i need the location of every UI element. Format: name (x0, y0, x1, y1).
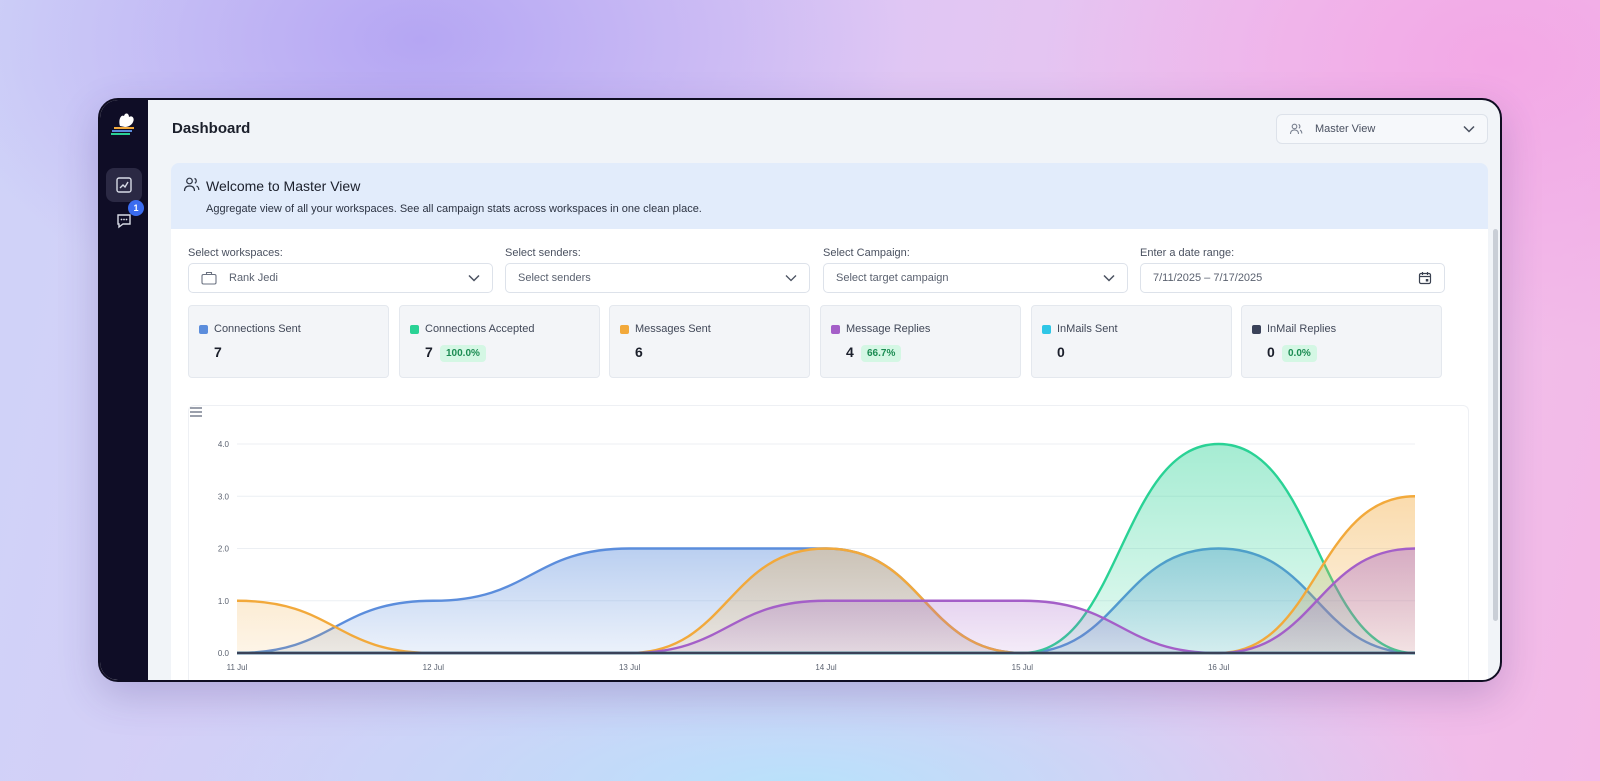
chevron-down-icon (785, 275, 797, 282)
date-range-filter: Enter a date range: 7/11/2025 – 7/17/202… (1140, 247, 1445, 293)
stat-value: 4 (846, 344, 854, 360)
welcome-description: Aggregate view of all your workspaces. S… (206, 203, 702, 215)
senders-placeholder: Select senders (518, 272, 591, 284)
sidebar: 1 (100, 100, 148, 680)
legend-swatch (410, 325, 419, 334)
workspaces-label: Select workspaces: (188, 247, 283, 259)
stat-value: 6 (635, 344, 643, 360)
notification-badge: 1 (128, 200, 144, 216)
workspaces-filter: Select workspaces: Rank Jedi (188, 247, 493, 293)
y-tick-label: 2.0 (218, 545, 230, 554)
campaign-label: Select Campaign: (823, 247, 910, 259)
y-tick-label: 3.0 (218, 492, 230, 501)
logo-icon (111, 113, 134, 135)
campaign-placeholder: Select target campaign (836, 272, 949, 284)
y-tick-label: 4.0 (218, 440, 230, 449)
date-range-value: 7/11/2025 – 7/17/2025 (1153, 272, 1263, 284)
legend-swatch (620, 325, 629, 334)
stat-value: 7 (425, 344, 433, 360)
stat-percent-badge: 0.0% (1282, 345, 1317, 362)
stat-label: Message Replies (846, 323, 931, 335)
main-content: Dashboard Master View Welcome to Master … (148, 100, 1500, 680)
users-icon (1289, 123, 1303, 135)
x-tick-label: 12 Jul (423, 663, 445, 672)
stat-label: InMails Sent (1057, 323, 1118, 335)
workspaces-select[interactable]: Rank Jedi (188, 263, 493, 293)
legend-swatch (1252, 325, 1261, 334)
senders-label: Select senders: (505, 247, 581, 259)
stat-card: Connections Accepted 7 100.0% (399, 305, 600, 378)
stat-card: InMails Sent 0 (1031, 305, 1232, 378)
stat-value: 7 (214, 344, 222, 360)
y-tick-label: 1.0 (218, 597, 230, 606)
legend-swatch (831, 325, 840, 334)
date-range-label: Enter a date range: (1140, 247, 1235, 259)
y-tick-label: 0.0 (218, 649, 230, 658)
stat-card: Message Replies 4 66.7% (820, 305, 1021, 378)
campaign-filter: Select Campaign: Select target campaign (823, 247, 1128, 293)
users-icon (183, 177, 200, 192)
view-select-label: Master View (1315, 123, 1376, 135)
legend-swatch (1042, 325, 1051, 334)
x-tick-label: 16 Jul (1208, 663, 1230, 672)
view-select[interactable]: Master View (1276, 114, 1488, 144)
workspaces-value: Rank Jedi (229, 272, 278, 284)
stat-value: 0 (1267, 344, 1275, 360)
stat-label: Messages Sent (635, 323, 711, 335)
welcome-title: Welcome to Master View (206, 178, 361, 194)
stat-card: InMail Replies 0 0.0% (1241, 305, 1442, 378)
series-area (237, 444, 1415, 653)
senders-select[interactable]: Select senders (505, 263, 810, 293)
stat-label: Connections Accepted (425, 323, 535, 335)
x-tick-label: 14 Jul (815, 663, 837, 672)
chart-card: 0.0 1.0 2.0 3.0 4.0 11 Jul 12 Jul 13 Jul 14 Jul 1… (188, 405, 1469, 680)
area-chart: 0.0 1.0 2.0 3.0 4.0 11 Jul 12 Jul 13 Jul 14 Jul 1… (218, 440, 1416, 672)
app-window: 1 Dashboard Master View Welcome to Maste… (98, 98, 1502, 682)
stats-panel: Select workspaces: Rank Jedi Select send… (171, 229, 1488, 680)
date-range-input[interactable]: 7/11/2025 – 7/17/2025 (1140, 263, 1445, 293)
chevron-down-icon (468, 274, 480, 282)
stat-card: Connections Sent 7 (188, 305, 389, 378)
scrollbar[interactable] (1493, 229, 1498, 621)
sidebar-item-messages[interactable]: 1 (106, 200, 144, 238)
briefcase-icon (201, 271, 217, 285)
stat-percent-badge: 100.0% (440, 345, 486, 362)
chat-icon (117, 214, 131, 229)
stat-label: Connections Sent (214, 323, 301, 335)
chevron-down-icon (1103, 274, 1115, 282)
chart-icon (116, 177, 132, 193)
x-tick-label: 11 Jul (227, 663, 248, 672)
stat-card: Messages Sent 6 (609, 305, 810, 378)
senders-filter: Select senders: Select senders (505, 247, 810, 293)
stat-percent-badge: 66.7% (861, 345, 902, 362)
stat-label: InMail Replies (1267, 323, 1337, 335)
x-tick-label: 15 Jul (1012, 663, 1034, 672)
series-area (237, 496, 1415, 653)
stat-value: 0 (1057, 344, 1065, 360)
chart-menu-icon[interactable] (189, 406, 203, 418)
chevron-down-icon (1463, 125, 1475, 133)
x-tick-label: 13 Jul (619, 663, 641, 672)
legend-swatch (199, 325, 208, 334)
welcome-banner: Welcome to Master View Aggregate view of… (171, 163, 1488, 229)
page-title: Dashboard (172, 120, 251, 137)
calendar-icon[interactable] (1418, 271, 1432, 285)
sidebar-item-analytics[interactable] (106, 168, 142, 202)
campaign-select[interactable]: Select target campaign (823, 263, 1128, 293)
